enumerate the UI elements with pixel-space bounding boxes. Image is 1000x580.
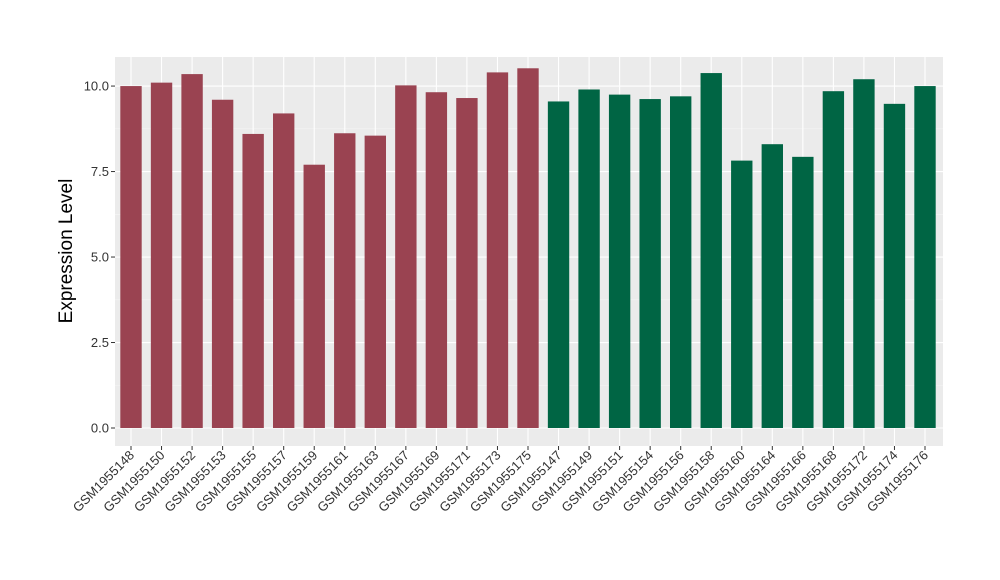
bar-GSM1955157: [273, 113, 295, 428]
bars: [120, 68, 936, 429]
bar-GSM1955164: [761, 144, 783, 428]
bar-GSM1955156: [670, 96, 692, 429]
bar-GSM1955172: [853, 79, 875, 429]
bar-GSM1955149: [578, 89, 600, 428]
bar-GSM1955150: [150, 82, 173, 428]
bar-GSM1955176: [914, 86, 936, 428]
bar-GSM1955161: [334, 133, 356, 428]
bar-GSM1955171: [456, 98, 478, 428]
bar-GSM1955169: [425, 92, 448, 428]
bar-GSM1955148: [120, 86, 142, 428]
bar-GSM1955160: [731, 160, 753, 428]
bar-GSM1955163: [364, 135, 386, 429]
y-tick-label: 0.0: [91, 421, 109, 436]
bar-GSM1955168: [822, 91, 845, 429]
bar-GSM1955147: [547, 101, 570, 429]
bar-GSM1955151: [608, 94, 631, 428]
bar-GSM1955166: [792, 156, 814, 428]
bar-GSM1955159: [303, 164, 325, 429]
bar-GSM1955174: [883, 103, 906, 429]
bar-GSM1955158: [700, 73, 722, 428]
bar-GSM1955152: [181, 74, 203, 428]
y-axis-title: Expression Level: [56, 179, 77, 324]
bar-GSM1955173: [486, 72, 509, 429]
y-tick-label: 2.5: [91, 335, 109, 350]
bar-GSM1955153: [211, 99, 234, 428]
x-axis: GSM1955148GSM1955150GSM1955152GSM1955153…: [70, 446, 931, 515]
bar-GSM1955155: [242, 133, 264, 428]
y-axis: 0.0 2.5 5.0 7.5 10.0: [84, 79, 115, 436]
bar-GSM1955154: [639, 99, 661, 428]
bar-GSM1955167: [395, 85, 417, 428]
y-tick-label: 10.0: [84, 79, 109, 94]
bar-GSM1955175: [517, 68, 539, 428]
y-tick-label: 7.5: [91, 164, 109, 179]
y-tick-label: 5.0: [91, 250, 109, 265]
